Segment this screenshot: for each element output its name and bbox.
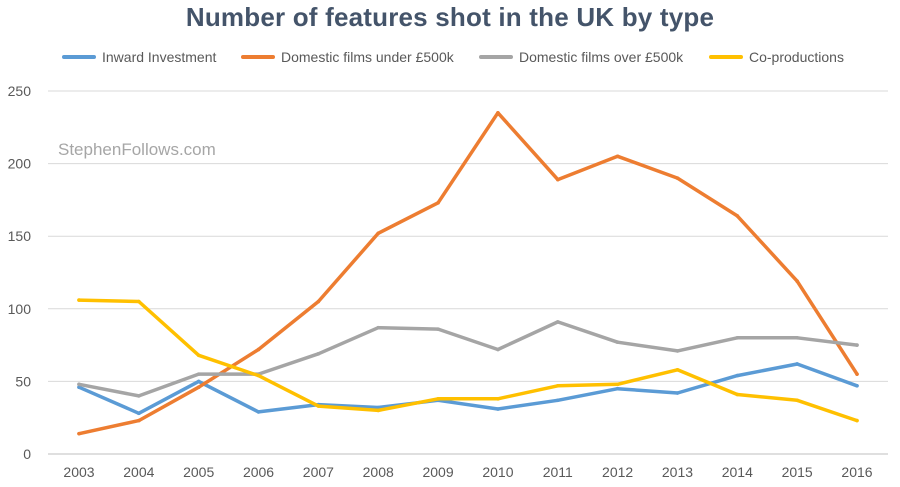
y-tick-label: 0: [23, 446, 31, 462]
data-point: [675, 176, 680, 180]
data-point: [77, 431, 81, 436]
data-point: [675, 367, 680, 372]
data-point: [77, 382, 81, 387]
legend-label: Domestic films under £500k: [281, 49, 454, 65]
legend-label: Domestic films over £500k: [519, 49, 684, 65]
x-tick-label: 2003: [63, 464, 94, 480]
y-tick-label: 50: [15, 373, 31, 389]
chart-title: Number of features shot in the UK by typ…: [185, 2, 715, 32]
data-point: [196, 372, 201, 376]
data-point: [436, 327, 440, 331]
data-point: [855, 383, 859, 388]
y-tick-label: 200: [8, 156, 32, 172]
data-point: [615, 386, 620, 391]
x-tick-label: 2005: [183, 464, 214, 480]
data-point: [675, 391, 680, 395]
y-tick-label: 150: [8, 228, 32, 244]
x-tick-label: 2012: [602, 464, 633, 480]
data-point: [196, 353, 201, 358]
data-point: [77, 298, 81, 302]
data-point: [855, 372, 859, 376]
data-point: [196, 379, 201, 384]
data-point: [855, 343, 859, 347]
y-tick-label: 100: [8, 301, 32, 317]
data-point: [256, 410, 261, 414]
data-point: [735, 392, 740, 397]
x-tick-label: 2006: [243, 464, 274, 480]
legend-item-domestic-over-500k: Domestic films over £500k: [479, 47, 683, 67]
data-point: [795, 362, 799, 366]
x-tick-label: 2016: [841, 464, 872, 480]
data-point: [316, 352, 321, 356]
data-point: [675, 349, 680, 353]
data-point: [496, 347, 500, 352]
data-point: [735, 373, 740, 378]
series-line-1: [77, 111, 859, 436]
data-point: [316, 299, 321, 304]
data-point: [555, 383, 560, 388]
data-point: [496, 407, 500, 411]
data-point: [795, 279, 799, 284]
data-point: [795, 336, 799, 340]
data-point: [256, 373, 261, 378]
data-point: [376, 325, 381, 330]
legend-swatch: [241, 55, 275, 59]
data-point: [615, 382, 620, 387]
data-point: [496, 397, 500, 401]
data-point: [137, 394, 141, 398]
data-point: [137, 411, 141, 416]
x-tick-label: 2009: [422, 464, 453, 480]
data-point: [196, 385, 201, 390]
data-point: [316, 404, 321, 408]
data-point: [795, 398, 799, 403]
data-point: [615, 154, 620, 159]
y-tick-label: 250: [8, 83, 32, 99]
series-line-3: [77, 298, 859, 423]
x-tick-label: 2011: [543, 464, 573, 480]
data-point: [137, 418, 141, 423]
data-point: [555, 177, 560, 182]
legend-item-co-productions: Co-productions: [709, 47, 844, 67]
data-point: [137, 299, 141, 304]
x-tick-label: 2007: [303, 464, 334, 480]
x-tick-label: 2010: [482, 464, 513, 480]
x-tick-label: 2015: [782, 464, 813, 480]
legend-swatch: [62, 55, 96, 59]
series-line-2: [77, 320, 859, 398]
data-point: [77, 385, 81, 390]
x-tick-label: 2014: [722, 464, 753, 480]
watermark-text: StephenFollows.com: [58, 140, 216, 159]
data-point: [855, 418, 859, 423]
x-tick-label: 2013: [662, 464, 693, 480]
legend-item-inward-investment: Inward Investment: [62, 47, 216, 67]
legend-item-domestic-under-500k: Domestic films under £500k: [241, 47, 454, 67]
data-point: [735, 214, 740, 218]
chart-legend: Inward Investment Domestic films under £…: [0, 47, 900, 67]
data-point: [735, 336, 740, 340]
data-point: [555, 320, 560, 324]
data-point: [496, 110, 500, 115]
data-point: [256, 347, 261, 352]
legend-label: Inward Investment: [102, 49, 217, 65]
x-tick-label: 2008: [363, 464, 394, 480]
data-point: [436, 397, 440, 401]
data-point: [376, 231, 381, 236]
data-point: [376, 408, 381, 413]
data-point: [555, 398, 560, 403]
data-point: [615, 340, 620, 344]
legend-swatch: [479, 55, 513, 59]
data-point: [436, 201, 440, 205]
x-tick-label: 2004: [123, 464, 154, 480]
series-line-0: [77, 362, 859, 416]
legend-label: Co-productions: [749, 49, 844, 65]
legend-swatch: [709, 55, 743, 59]
data-point: [376, 405, 381, 410]
